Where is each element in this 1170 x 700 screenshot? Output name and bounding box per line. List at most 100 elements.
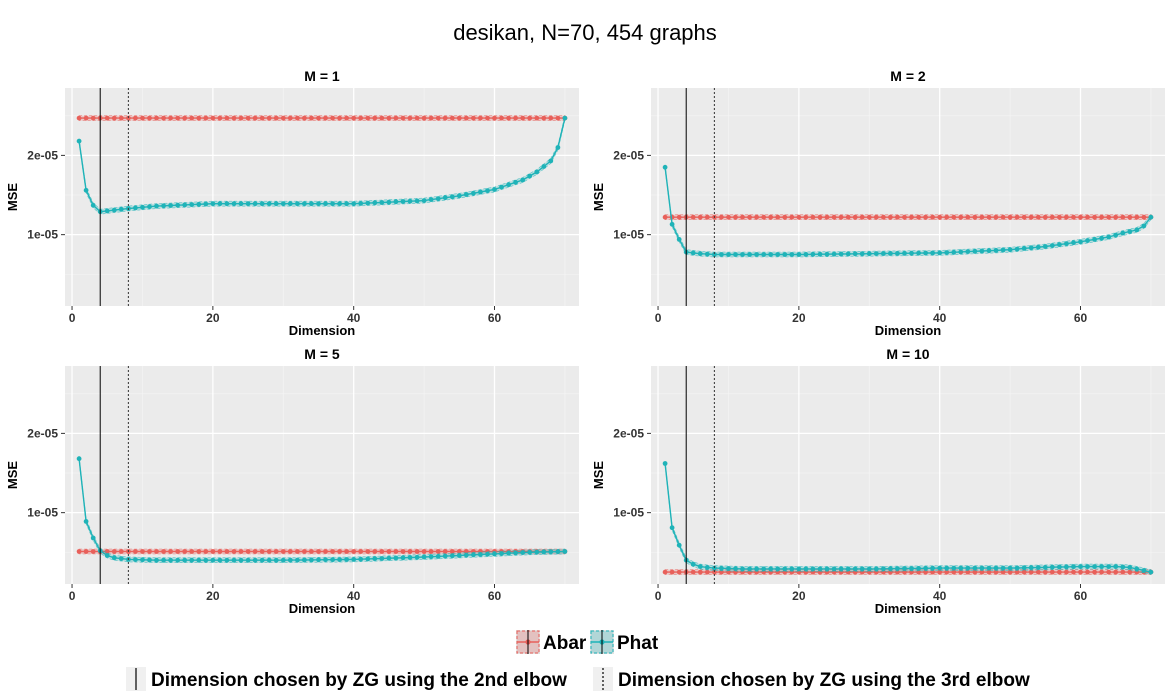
- series-abar-point: [1007, 569, 1013, 575]
- series-abar-point: [831, 214, 837, 220]
- series-phat-point: [224, 557, 230, 563]
- series-phat-point: [1106, 564, 1112, 569]
- y-axis-label: MSE: [5, 461, 20, 490]
- series-phat-point: [712, 565, 717, 571]
- series-phat-point: [859, 566, 865, 572]
- series-abar-point: [513, 115, 518, 121]
- panel-3: M = 5 0 20 40 60 1e-05 2e-05 Dimension MSE: [5, 346, 579, 616]
- series-phat-point: [428, 197, 434, 203]
- series-phat-point: [302, 557, 307, 563]
- series-phat-point: [1099, 564, 1104, 569]
- series-abar-point: [280, 549, 286, 554]
- x-tick-label: 60: [1074, 589, 1088, 603]
- series-phat-point: [478, 189, 483, 195]
- series-abar-point: [238, 115, 244, 121]
- series-phat-point: [309, 201, 314, 207]
- series-phat-point: [986, 565, 992, 571]
- series-phat-point: [796, 566, 802, 572]
- series-abar-point: [111, 549, 117, 554]
- panel-background: [65, 88, 579, 306]
- series-phat-point: [1085, 564, 1090, 569]
- series-abar-point: [203, 549, 209, 554]
- y-tick-label: 1e-05: [27, 228, 58, 242]
- series-abar-point: [1042, 214, 1048, 220]
- series-phat-point: [133, 205, 138, 211]
- series-phat-point: [845, 566, 851, 572]
- series-abar-point: [386, 549, 392, 554]
- series-phat-point: [259, 201, 265, 207]
- series-phat-line: [78, 117, 566, 213]
- series-abar-point: [245, 549, 251, 554]
- series-phat-point: [463, 552, 469, 558]
- series-abar-point: [548, 115, 554, 121]
- series-phat-point: [210, 201, 216, 207]
- x-tick-label: 0: [655, 589, 662, 603]
- series-abar-point: [697, 214, 703, 220]
- series-abar-point: [217, 115, 223, 121]
- legend-label-abar: Abar: [543, 633, 587, 654]
- series-phat-point: [520, 177, 526, 183]
- x-tick-label: 60: [488, 311, 502, 325]
- series-phat-point: [140, 204, 145, 210]
- series-phat-point: [1141, 568, 1147, 573]
- series-phat-point: [161, 203, 167, 209]
- series-abar-point: [125, 115, 131, 121]
- series-abar-point: [83, 115, 89, 121]
- series-phat-point: [845, 251, 851, 257]
- series-phat-point: [761, 566, 767, 572]
- series-phat-point: [189, 202, 195, 208]
- series-phat-point: [1148, 569, 1154, 575]
- series-phat-point: [895, 251, 900, 256]
- series-phat-point: [1120, 564, 1126, 570]
- x-tick-label: 0: [69, 311, 76, 325]
- series-abar-point: [803, 214, 809, 220]
- series-phat-point: [888, 566, 893, 572]
- series-phat-point: [1028, 565, 1034, 571]
- series-abar-point: [775, 214, 781, 220]
- series-phat-point: [435, 196, 441, 202]
- series-phat-point: [1028, 245, 1034, 251]
- series-phat-point: [1007, 247, 1013, 253]
- series-abar-point: [118, 549, 124, 554]
- series-phat-point: [421, 554, 427, 560]
- series-abar-point: [168, 549, 174, 554]
- series-abar-point: [344, 115, 349, 121]
- series-abar-point: [400, 115, 406, 121]
- legend: Abar Phat Dimension chosen by ZG using the…: [126, 630, 1030, 691]
- series-abar-point: [330, 549, 335, 554]
- series-abar-point: [273, 115, 279, 121]
- series-phat-point: [548, 158, 554, 164]
- y-tick-label: 2e-05: [27, 426, 58, 440]
- series-phat-point: [330, 557, 335, 563]
- series-abar-point: [104, 549, 110, 554]
- series-abar-point: [442, 549, 448, 554]
- series-abar-point: [168, 115, 174, 121]
- series-abar-point: [407, 115, 413, 121]
- series-phat-point: [203, 201, 209, 207]
- series-abar-point: [337, 115, 342, 121]
- series-abar-point: [358, 115, 364, 121]
- series-phat-point: [1092, 237, 1097, 242]
- series-abar-point: [231, 549, 237, 554]
- series-phat-point: [252, 557, 258, 563]
- series-phat-point: [541, 164, 547, 169]
- panel-background: [65, 366, 579, 584]
- series-phat-point: [1042, 565, 1048, 570]
- series-phat-point: [414, 198, 420, 204]
- series-phat-line: [664, 167, 1152, 256]
- series-phat-point: [224, 201, 230, 207]
- series-phat-point: [690, 561, 696, 567]
- series-phat-point: [393, 199, 399, 205]
- series-phat-point: [358, 201, 364, 206]
- series-abar-point: [442, 115, 448, 121]
- series-abar-point: [1035, 569, 1041, 575]
- series-phat-point: [414, 554, 420, 560]
- series-abar-point: [866, 214, 872, 220]
- series-phat-point: [881, 251, 886, 256]
- panel-background: [651, 88, 1165, 306]
- panel-label: M = 2: [890, 68, 926, 84]
- series-phat-point: [1064, 564, 1069, 570]
- series-phat-point: [1000, 565, 1006, 571]
